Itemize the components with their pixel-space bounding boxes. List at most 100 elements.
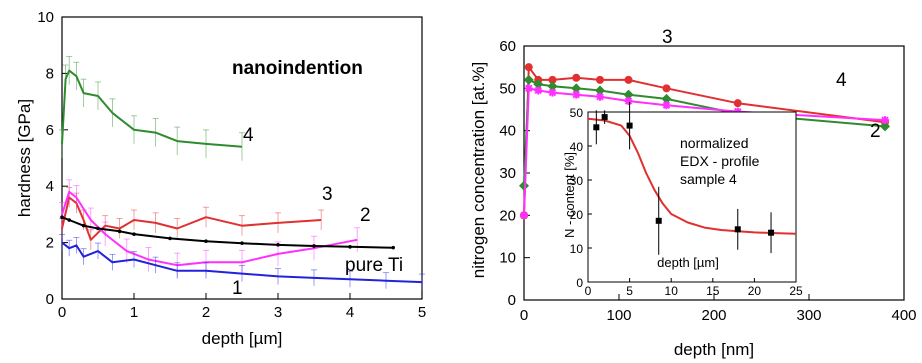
- inset-y-tick-label: 40: [570, 140, 584, 154]
- inset-y-tick-label: 10: [570, 242, 584, 256]
- left-x-tick-label: 0: [58, 304, 66, 321]
- left-series-3-point: [240, 241, 244, 245]
- right-series-0-point: [572, 73, 581, 82]
- inset-axis-ticks: 0 5 10 15 20 25 0 10 20 30 40 50: [570, 106, 803, 298]
- nanoindention-annotation: nanoindention: [232, 58, 363, 79]
- left-series-3-point: [276, 243, 280, 247]
- inset-point: [626, 122, 633, 129]
- left-series-3-point: [391, 245, 396, 250]
- left-series-4-line: [61, 241, 423, 284]
- right-series-1-point: [533, 79, 544, 90]
- left-x-axis-label: depth [µm]: [202, 329, 283, 348]
- right-y-tick-label: 60: [499, 38, 516, 55]
- right-y-tick-label: 40: [499, 123, 516, 140]
- inset-point: [593, 124, 600, 131]
- left-y-axis-label: hardness [GPa]: [15, 99, 34, 217]
- right-series-1-point: [661, 93, 672, 104]
- label-series-2-right: 2: [870, 121, 881, 142]
- label-series-1: 1: [232, 278, 243, 299]
- inset-text-line-1: normalized: [680, 135, 748, 151]
- inset-x-tick-label: 25: [789, 284, 803, 298]
- left-y-tick-label: 6: [46, 122, 54, 139]
- right-series-2-point: [624, 97, 633, 106]
- label-series-3: 3: [322, 184, 333, 205]
- left-x-tick-label: 5: [418, 304, 426, 321]
- left-series-3-point: [168, 236, 172, 241]
- label-series-2: 2: [360, 205, 371, 226]
- inset-chart: 0 5 10 15 20 25 0 10 20 30 40 50 depth [µm] N - con…: [562, 101, 803, 298]
- right-x-tick-label: 300: [796, 307, 821, 324]
- label-series-pure-ti: pure Ti: [345, 255, 403, 276]
- right-series-0-point: [596, 75, 604, 84]
- left-series-3-point: [117, 229, 122, 234]
- inset-y-tick-label: 50: [570, 106, 584, 120]
- right-series-2-point: [572, 90, 581, 99]
- inset-x-tick-label: 10: [665, 284, 679, 298]
- inset-x-tick-label: 20: [748, 284, 762, 298]
- right-series-0-point: [524, 63, 533, 72]
- right-y-tick-label: 50: [499, 80, 516, 97]
- right-series-1-point: [880, 121, 890, 132]
- left-series-3-point: [67, 218, 71, 222]
- right-x-tick-label: 200: [701, 307, 726, 324]
- left-series-3-point: [132, 232, 136, 236]
- inset-y-tick-label: 20: [570, 208, 584, 222]
- left-series-0-line: [61, 69, 243, 148]
- right-series-2-point: [662, 101, 671, 110]
- left-y-tick-label: 2: [46, 235, 54, 252]
- right-x-axis-label: depth [nm]: [674, 340, 754, 359]
- right-series-1-line: [523, 78, 886, 186]
- left-series-3-point: [312, 244, 316, 248]
- label-series-4-right: 4: [836, 70, 847, 91]
- inset-point: [601, 114, 608, 121]
- left-plot-frame: [61, 16, 423, 300]
- right-series-0-line: [523, 66, 886, 216]
- inset-point: [734, 226, 741, 233]
- left-y-tick-label: 0: [46, 291, 54, 308]
- right-series-1-point: [595, 85, 605, 96]
- inset-y-tick-label: 0: [576, 276, 583, 290]
- right-series-0-point: [548, 75, 557, 84]
- right-y-tick-label: 0: [508, 292, 516, 309]
- right-series-2-point: [520, 211, 528, 220]
- right-y-tick-label: 30: [499, 165, 516, 182]
- inset-point: [768, 229, 775, 236]
- left-y-tick-label: 4: [46, 178, 54, 195]
- right-series-0-point: [733, 99, 742, 108]
- right-y-axis-label: nitrogen concentration [at.%]: [469, 62, 488, 278]
- right-series-1-point: [523, 74, 534, 85]
- inset-y-axis-label: N - content [%]: [562, 152, 577, 238]
- right-series-2-point: [524, 84, 533, 93]
- left-series-3-point: [204, 239, 208, 243]
- right-y-tick-label: 20: [499, 207, 516, 224]
- inset-x-tick-label: 15: [706, 284, 720, 298]
- right-series-1-point: [571, 83, 582, 94]
- left-y-tick-label: 10: [37, 9, 54, 26]
- inset-x-tick-label: 0: [585, 284, 592, 298]
- inset-text-line-3: sample 4: [680, 171, 737, 187]
- left-y-tick-label: 8: [46, 65, 54, 82]
- left-series: [59, 56, 425, 291]
- left-x-tick-label: 4: [346, 304, 354, 321]
- label-series-4: 4: [243, 125, 254, 146]
- right-series-2-point: [548, 88, 557, 97]
- right-x-tick-label: 0: [520, 307, 528, 324]
- right-series-0-point: [624, 75, 633, 84]
- label-series-3-right: 3: [662, 27, 673, 48]
- right-series-2-point: [596, 92, 604, 101]
- left-series-3-point: [60, 215, 64, 220]
- left-series-3-point: [81, 223, 86, 228]
- left-x-tick-label: 3: [274, 304, 282, 321]
- inset-frame: [587, 111, 797, 283]
- right-series-1-point: [623, 89, 634, 100]
- left-axis-ticks: 0 1 2 3 4 5 0 2 4 6 8 10: [37, 9, 426, 321]
- left-series-2-line: [61, 190, 358, 267]
- right-x-tick-label: 400: [891, 307, 916, 324]
- left-series-3-point: [96, 226, 100, 231]
- right-series: [519, 63, 890, 220]
- inset-point: [655, 217, 662, 224]
